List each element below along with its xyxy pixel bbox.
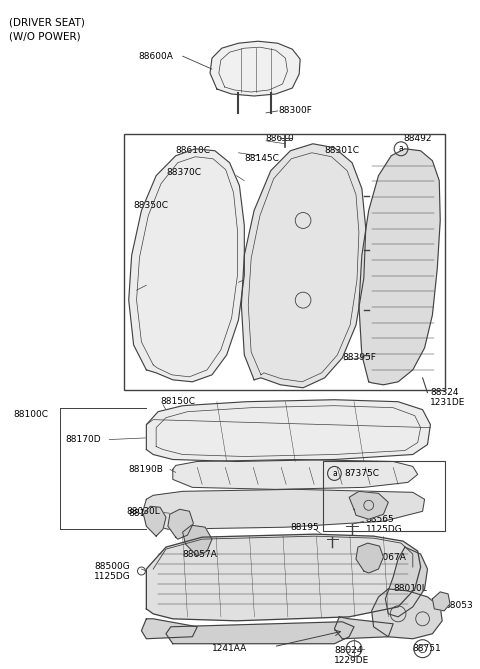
Text: (DRIVER SEAT): (DRIVER SEAT) [9, 17, 85, 27]
Text: 88565: 88565 [366, 514, 395, 524]
Text: a: a [399, 145, 403, 153]
Text: 88370C: 88370C [166, 168, 201, 177]
Text: (W/O POWER): (W/O POWER) [9, 31, 81, 41]
Text: 88301C: 88301C [324, 147, 360, 155]
Polygon shape [144, 489, 424, 529]
Text: 88500G: 88500G [95, 561, 130, 571]
Text: 88190B: 88190B [129, 465, 164, 474]
Polygon shape [432, 592, 450, 611]
Polygon shape [385, 547, 428, 617]
Polygon shape [166, 622, 354, 644]
Text: 88144A: 88144A [129, 508, 163, 518]
Text: 88053: 88053 [444, 601, 473, 610]
Polygon shape [359, 149, 440, 385]
Text: a: a [332, 469, 337, 478]
Text: 88300F: 88300F [278, 106, 312, 116]
Polygon shape [142, 619, 197, 639]
Text: 88170D: 88170D [65, 435, 101, 444]
Text: 1125DG: 1125DG [366, 524, 403, 534]
Text: 88195: 88195 [290, 522, 319, 532]
Text: 1229DE: 1229DE [335, 656, 370, 665]
Polygon shape [335, 617, 393, 639]
Text: 88150C: 88150C [160, 397, 195, 406]
Polygon shape [144, 506, 166, 536]
Text: 88057A: 88057A [182, 550, 217, 559]
Text: 88024: 88024 [335, 646, 363, 655]
Polygon shape [210, 41, 300, 96]
Text: 88324: 88324 [431, 388, 459, 397]
Text: 1125DG: 1125DG [95, 573, 131, 581]
Text: 88145C: 88145C [244, 155, 279, 163]
Text: 1241AA: 1241AA [212, 644, 247, 653]
Text: 88600A: 88600A [139, 52, 173, 61]
Text: 88100C: 88100C [13, 410, 48, 419]
Bar [323, 462, 445, 531]
Polygon shape [182, 525, 212, 556]
Polygon shape [241, 144, 366, 388]
Text: 88610C: 88610C [176, 147, 211, 155]
Polygon shape [372, 589, 442, 639]
Polygon shape [146, 534, 420, 621]
Polygon shape [173, 460, 418, 489]
Polygon shape [356, 543, 384, 573]
Text: 88751: 88751 [413, 644, 442, 653]
Text: 88492: 88492 [403, 134, 432, 143]
Text: 88067A: 88067A [372, 553, 407, 561]
Polygon shape [146, 400, 431, 462]
Text: 87375C: 87375C [344, 469, 379, 478]
Polygon shape [168, 509, 193, 539]
Polygon shape [129, 149, 244, 382]
Text: 88350C: 88350C [133, 201, 168, 210]
Polygon shape [349, 491, 388, 519]
Text: 88610: 88610 [266, 134, 295, 143]
Text: 1231DE: 1231DE [431, 398, 466, 407]
Bar [124, 134, 445, 390]
Text: 88395F: 88395F [342, 353, 376, 363]
Text: 88030L: 88030L [127, 506, 160, 516]
Text: 88010L: 88010L [393, 585, 427, 593]
